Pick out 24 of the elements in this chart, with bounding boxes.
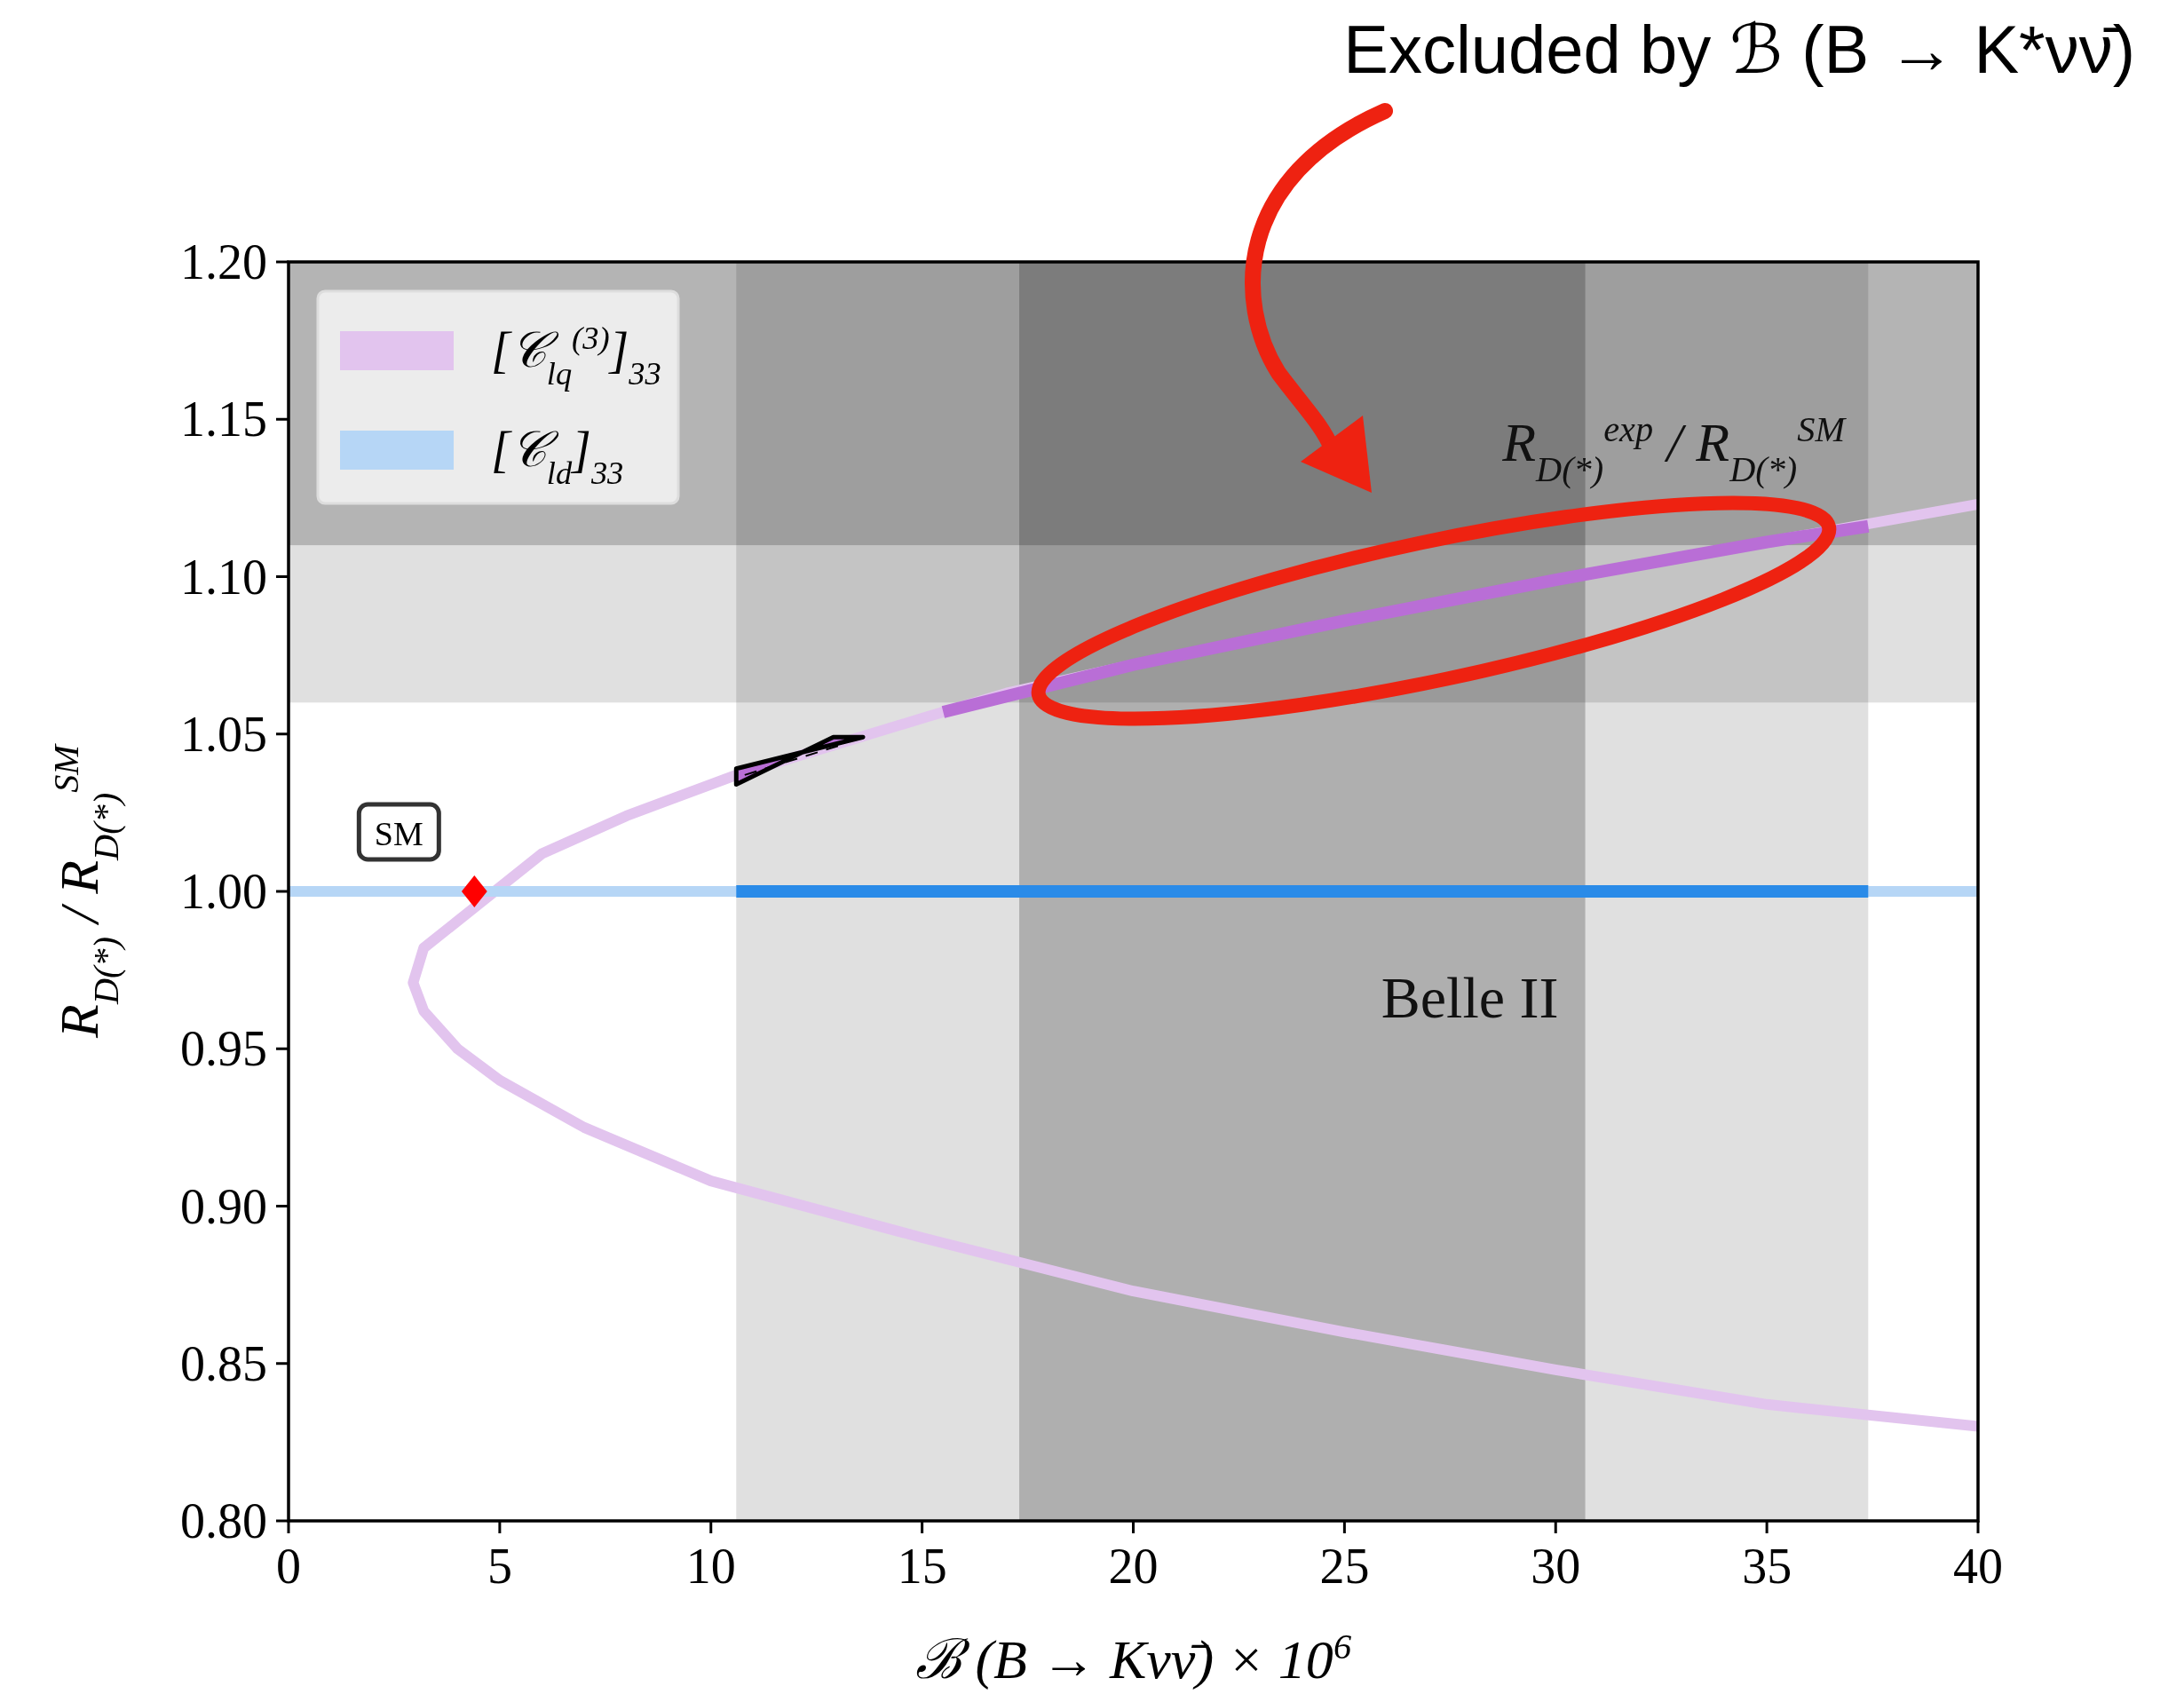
x-axis-title: ℬ (B → Kνν̄) × 10$^{6}$: [914, 1626, 1352, 1690]
y-tick-label: 0.90: [180, 1178, 267, 1234]
y-tick-label: 1.05: [180, 706, 267, 762]
x-tick-label: 15: [897, 1539, 947, 1594]
x-tick-label: 0: [276, 1539, 301, 1594]
y-tick-label: 1.20: [180, 234, 267, 289]
text: Excluded by ℬ (B → K*νν̄): [1343, 12, 2135, 87]
x-tick-label: 35: [1742, 1539, 1792, 1594]
x-tick-label: 20: [1108, 1539, 1159, 1594]
y-tick-label: 0.80: [180, 1493, 267, 1548]
legend-label: [𝒞$_{ld}$]$_{33}$: [491, 422, 624, 491]
y-tick-label: 1.00: [180, 864, 267, 919]
x-tick-label: 5: [487, 1539, 512, 1594]
y-tick-label: 1.15: [180, 392, 267, 447]
x-tick-label: 10: [685, 1539, 736, 1594]
legend-label: [𝒞$_{lq}$$^{(3)}$]$_{33}$: [491, 321, 661, 392]
x-tick-label: 30: [1531, 1539, 1581, 1594]
x-tick-label: 40: [1953, 1539, 2003, 1594]
annotation: SM: [374, 815, 423, 852]
band-label: Belle II: [1381, 964, 1559, 1030]
y-tick-label: 0.85: [180, 1335, 267, 1391]
x-tick-label: 25: [1319, 1539, 1370, 1594]
y-tick-label: 1.10: [180, 549, 267, 605]
y-tick-label: 0.95: [180, 1021, 267, 1077]
